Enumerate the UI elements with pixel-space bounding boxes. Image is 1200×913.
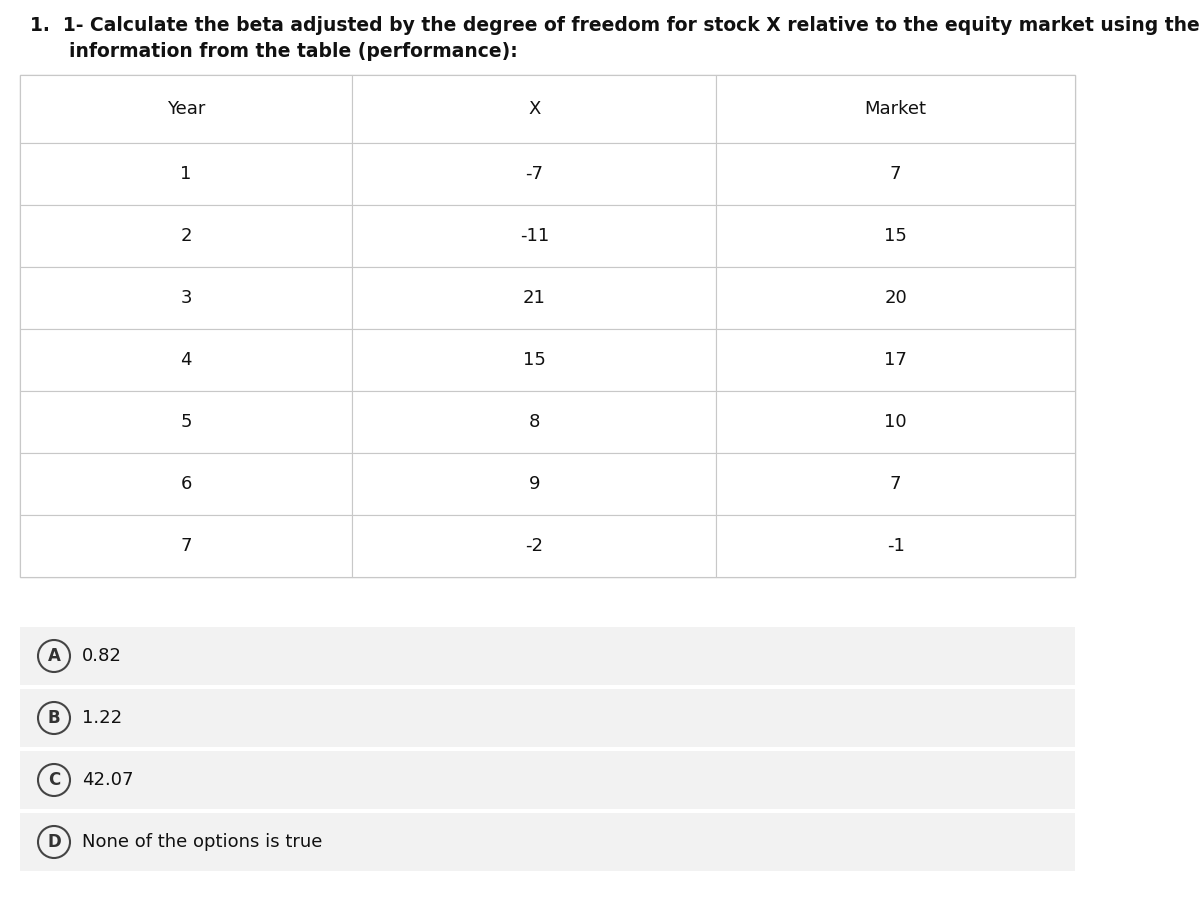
FancyBboxPatch shape <box>20 453 353 515</box>
FancyBboxPatch shape <box>716 329 1075 391</box>
Text: Market: Market <box>865 100 926 118</box>
FancyBboxPatch shape <box>20 329 353 391</box>
FancyBboxPatch shape <box>20 515 353 577</box>
FancyBboxPatch shape <box>716 391 1075 453</box>
FancyBboxPatch shape <box>353 515 716 577</box>
Text: 4: 4 <box>180 351 192 369</box>
Text: 9: 9 <box>528 475 540 493</box>
FancyBboxPatch shape <box>20 813 1075 871</box>
Text: 42.07: 42.07 <box>82 771 133 789</box>
FancyBboxPatch shape <box>716 205 1075 267</box>
Text: 0.82: 0.82 <box>82 647 122 665</box>
FancyBboxPatch shape <box>353 143 716 205</box>
Text: 21: 21 <box>523 289 546 307</box>
FancyBboxPatch shape <box>20 627 1075 685</box>
FancyBboxPatch shape <box>20 205 353 267</box>
Text: 17: 17 <box>884 351 907 369</box>
Text: 8: 8 <box>529 413 540 431</box>
FancyBboxPatch shape <box>353 75 716 143</box>
FancyBboxPatch shape <box>20 143 353 205</box>
Text: 15: 15 <box>884 227 907 245</box>
FancyBboxPatch shape <box>353 453 716 515</box>
Text: 1.  1- Calculate the beta adjusted by the degree of freedom for stock X relative: 1. 1- Calculate the beta adjusted by the… <box>30 16 1200 35</box>
FancyBboxPatch shape <box>716 453 1075 515</box>
FancyBboxPatch shape <box>20 391 353 453</box>
FancyBboxPatch shape <box>20 751 1075 809</box>
Text: D: D <box>47 833 61 851</box>
Text: -1: -1 <box>887 537 905 555</box>
Text: X: X <box>528 100 540 118</box>
Text: -11: -11 <box>520 227 548 245</box>
Text: 20: 20 <box>884 289 907 307</box>
FancyBboxPatch shape <box>353 267 716 329</box>
Text: 7: 7 <box>890 165 901 183</box>
FancyBboxPatch shape <box>716 267 1075 329</box>
FancyBboxPatch shape <box>20 689 1075 747</box>
Text: information from the table (performance):: information from the table (performance)… <box>30 42 517 61</box>
Text: 6: 6 <box>180 475 192 493</box>
Text: -2: -2 <box>526 537 544 555</box>
Text: 7: 7 <box>180 537 192 555</box>
FancyBboxPatch shape <box>716 75 1075 143</box>
Text: 1: 1 <box>180 165 192 183</box>
Text: 2: 2 <box>180 227 192 245</box>
FancyBboxPatch shape <box>716 515 1075 577</box>
FancyBboxPatch shape <box>353 205 716 267</box>
Text: C: C <box>48 771 60 789</box>
FancyBboxPatch shape <box>20 267 353 329</box>
Text: -7: -7 <box>526 165 544 183</box>
FancyBboxPatch shape <box>20 75 1075 577</box>
Text: 7: 7 <box>890 475 901 493</box>
Text: 10: 10 <box>884 413 907 431</box>
Text: 15: 15 <box>523 351 546 369</box>
Text: 3: 3 <box>180 289 192 307</box>
Text: 5: 5 <box>180 413 192 431</box>
FancyBboxPatch shape <box>353 391 716 453</box>
Text: A: A <box>48 647 60 665</box>
Text: Year: Year <box>167 100 205 118</box>
Text: 1.22: 1.22 <box>82 709 122 727</box>
Text: None of the options is true: None of the options is true <box>82 833 323 851</box>
FancyBboxPatch shape <box>716 143 1075 205</box>
FancyBboxPatch shape <box>353 329 716 391</box>
FancyBboxPatch shape <box>20 75 353 143</box>
Text: B: B <box>48 709 60 727</box>
